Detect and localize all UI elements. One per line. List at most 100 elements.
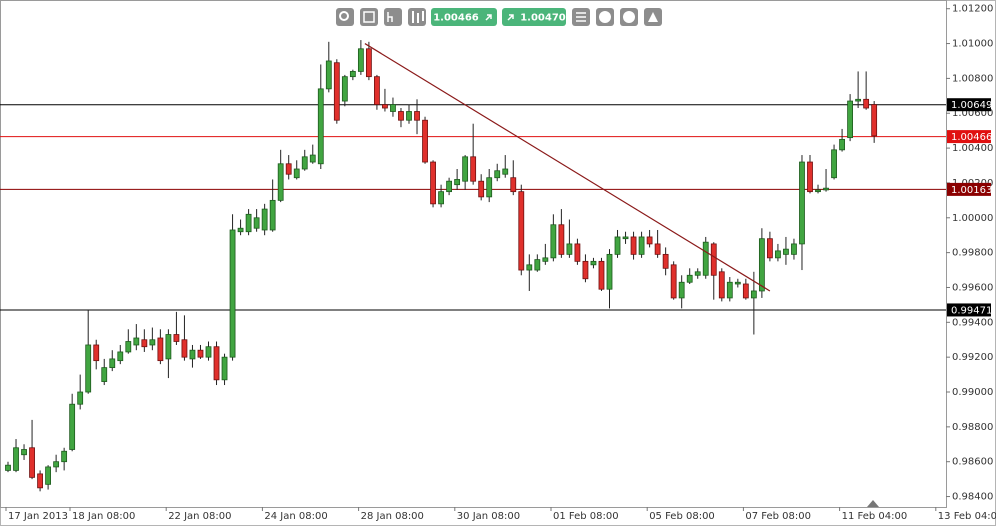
candle-body (622, 236, 629, 240)
candle-body (77, 391, 84, 405)
candle-body (847, 100, 853, 139)
candle-body (654, 243, 661, 255)
candle-body (213, 346, 220, 381)
x-tick-label: 22 Jan 08:00 (168, 511, 231, 522)
candle-body (229, 229, 236, 358)
icon (412, 11, 424, 23)
candle-body (325, 60, 332, 90)
candle-body (678, 281, 685, 299)
y-tick-label: 0.99200 (952, 352, 993, 363)
price-level-label: 1.00163 (951, 185, 992, 196)
candle-body (237, 227, 244, 233)
candle-body (269, 199, 276, 231)
candle-body (630, 236, 637, 255)
candle-body (101, 367, 108, 382)
x-tick-label: 05 Feb 08:00 (649, 511, 715, 522)
candle-body (261, 208, 268, 231)
zoom-button[interactable] (336, 8, 354, 26)
candle-body (173, 334, 180, 342)
buy-button[interactable] (502, 8, 566, 26)
x-tick-label: 24 Jan 08:00 (264, 511, 327, 522)
y-tick-label: 0.99400 (952, 317, 993, 328)
candle-body (5, 464, 11, 471)
candle-body (221, 356, 228, 381)
price-level-label: 0.99471 (951, 305, 992, 316)
price-level-box (947, 98, 991, 112)
candle-body (365, 48, 372, 78)
candle-body (582, 260, 589, 280)
candle-body (374, 76, 380, 105)
icon (387, 12, 393, 22)
candle-body (357, 48, 364, 72)
candle-body (839, 138, 845, 151)
candle-body (29, 447, 35, 478)
candle-body (742, 283, 749, 299)
y-tick-label: 0.99000 (952, 387, 993, 398)
x-tick-label: 28 Jan 08:00 (361, 511, 424, 522)
sell-button[interactable] (431, 8, 497, 26)
candle-body (197, 349, 204, 358)
candle-body (293, 168, 300, 179)
candle-body (333, 62, 340, 121)
candle-body (526, 264, 533, 271)
icon (363, 11, 375, 23)
candle-body (726, 281, 733, 299)
candle-body (590, 260, 597, 266)
candle-body (406, 111, 412, 121)
candle-body (398, 111, 404, 121)
candle-body (141, 339, 148, 348)
candle-body (245, 213, 252, 233)
price-level-label: 1.00466 (951, 132, 992, 143)
y-tick-label: 1.01200 (952, 4, 993, 15)
y-tick-label: 0.98400 (952, 492, 993, 503)
candle-body (462, 156, 469, 182)
candle-body (382, 104, 388, 109)
plot-frame (0, 0, 947, 508)
y-tick-label: 0.99600 (952, 282, 993, 293)
candle-body (470, 156, 477, 182)
candle-body (518, 191, 525, 271)
icon (576, 12, 586, 22)
candle-body (758, 238, 765, 292)
candle-body (807, 161, 813, 193)
candle-body (454, 179, 461, 186)
candle-body (414, 111, 420, 121)
x-tick-label: 18 Jan 08:00 (72, 511, 135, 522)
candle-body (149, 339, 156, 346)
y-tick-label: 1.00000 (952, 213, 993, 224)
candle-body (598, 260, 605, 290)
trendline (364, 43, 771, 292)
y-tick-label: 1.00800 (952, 73, 993, 84)
icon (648, 12, 658, 22)
timeframe-button[interactable] (384, 8, 402, 26)
candle-body (430, 161, 436, 205)
candle-body (606, 253, 613, 290)
candle-body (37, 473, 43, 489)
draw-button[interactable] (360, 8, 378, 26)
candle-body (767, 238, 773, 259)
y-tick-label: 1.01000 (952, 39, 993, 50)
candle-body (815, 189, 821, 193)
candle-body (534, 259, 541, 271)
candle-body (189, 349, 196, 360)
candle-body (301, 156, 308, 170)
x-tick-label: 13 Feb 04:00 (938, 511, 996, 522)
candle-body (21, 449, 27, 456)
toolbar: 1.00466 1.00470 (336, 8, 662, 26)
candle-body (317, 88, 324, 165)
candle-body (109, 358, 116, 369)
x-tick-label: 01 Feb 08:00 (553, 511, 619, 522)
candle-body (542, 257, 549, 262)
candle-body (710, 243, 717, 276)
candle-body (205, 346, 212, 358)
candle-body (446, 180, 453, 193)
candle-body (750, 290, 757, 299)
candle-body (855, 98, 862, 102)
current-marker (867, 500, 879, 507)
icon (339, 11, 349, 21)
candle-body (863, 98, 870, 109)
candle-body (285, 163, 292, 175)
candle-body (478, 180, 485, 198)
